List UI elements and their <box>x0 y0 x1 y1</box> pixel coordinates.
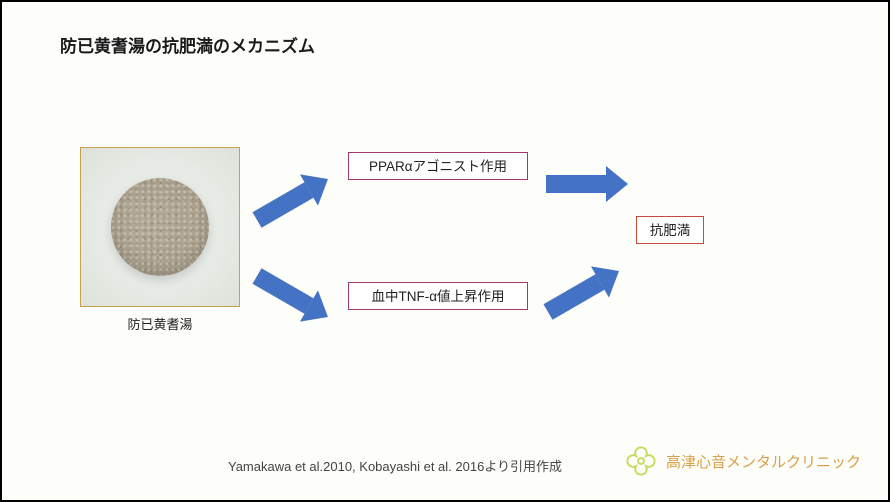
node-ppar: PPARαアゴニスト作用 <box>348 152 528 180</box>
clinic-name: 高津心音メンタルクリニック <box>666 451 861 472</box>
arrow-tnf-to-effect <box>539 255 628 327</box>
node-tnf: 血中TNF-α値上昇作用 <box>348 282 528 310</box>
arrow-src-to-ppar <box>248 163 337 235</box>
medicine-powder-pile <box>111 178 209 276</box>
medicine-image <box>80 147 240 307</box>
arrow-src-to-tnf <box>248 260 337 332</box>
citation-text: Yamakawa et al.2010, Kobayashi et al. 20… <box>228 456 562 475</box>
clinic-logo-icon <box>624 444 658 478</box>
medicine-caption: 防已黄耆湯 <box>80 314 240 333</box>
clinic-branding: 高津心音メンタルクリニック <box>624 444 861 478</box>
slide-title: 防已黄耆湯の抗肥満のメカニズム <box>60 32 315 57</box>
node-effect: 抗肥満 <box>636 216 704 244</box>
arrow-ppar-to-effect <box>546 166 628 202</box>
